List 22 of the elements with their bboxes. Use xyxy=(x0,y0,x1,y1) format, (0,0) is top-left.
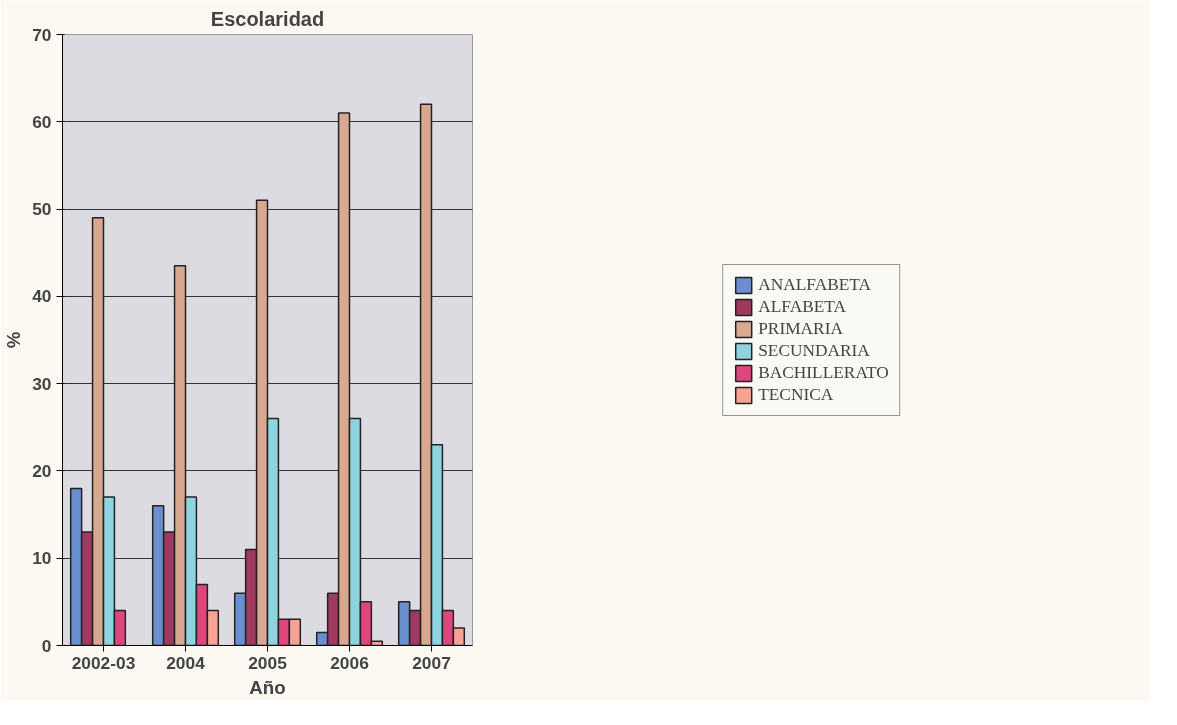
y-tick-label: 50 xyxy=(32,199,52,220)
legend-label: SECUNDARIA xyxy=(758,340,870,361)
y-tick-label: 10 xyxy=(32,548,52,569)
y-tick-label: 60 xyxy=(32,111,52,132)
legend-label: ANALFABETA xyxy=(758,274,872,295)
y-axis-title: % xyxy=(3,331,25,349)
legend-label: PRIMARIA xyxy=(758,318,843,339)
x-tick-label: 2006 xyxy=(330,652,370,673)
y-tick-label: 40 xyxy=(32,286,52,307)
legend-label: TECNICA xyxy=(758,384,834,405)
y-tick-label: 0 xyxy=(41,635,52,656)
x-tick-label: 2004 xyxy=(166,652,206,673)
y-tick-label: 20 xyxy=(32,460,52,481)
x-tick-label: 2005 xyxy=(248,652,288,673)
legend-label: ALFABETA xyxy=(758,296,847,317)
y-tick-label: 70 xyxy=(32,24,52,45)
x-axis-title: Año xyxy=(249,676,286,698)
chart-title: Escolaridad xyxy=(210,7,325,30)
x-tick-label: 2007 xyxy=(412,652,451,673)
legend-label: BACHILLERATO xyxy=(758,362,889,383)
x-tick-label: 2002-03 xyxy=(71,652,136,673)
y-tick-label: 30 xyxy=(32,373,52,394)
